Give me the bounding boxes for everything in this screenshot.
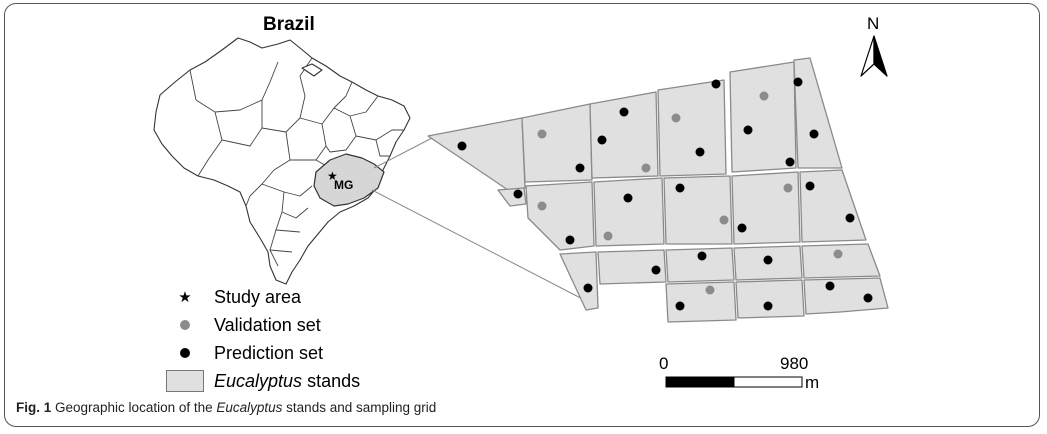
stand <box>803 277 889 315</box>
legend-label: Study area <box>214 286 302 307</box>
validation-point <box>719 215 729 225</box>
prediction-point <box>805 181 815 191</box>
scale-bar <box>665 376 803 388</box>
brazil-map <box>153 37 411 285</box>
stand <box>729 61 797 173</box>
prediction-point <box>583 283 593 293</box>
prediction-point <box>457 141 467 151</box>
figure-frame <box>4 3 1040 427</box>
legend-label: Validation set <box>214 314 321 335</box>
stand <box>497 187 527 207</box>
stand <box>597 249 667 285</box>
prediction-point <box>809 129 819 139</box>
prediction-point <box>575 163 585 173</box>
gray-dot-icon <box>180 320 190 330</box>
scale-end-label: 980 <box>780 354 809 373</box>
prediction-point <box>863 293 873 303</box>
caption-label: Fig. 1 <box>16 400 52 415</box>
brazil-outline <box>153 37 411 285</box>
prediction-point <box>743 125 753 135</box>
validation-point <box>603 231 613 241</box>
prediction-point <box>565 235 575 245</box>
prediction-point <box>711 79 721 89</box>
validation-point <box>671 113 681 123</box>
prediction-point <box>793 77 803 87</box>
stand <box>801 243 881 279</box>
map-legend: ★ Study area Validation set Prediction s… <box>160 283 360 395</box>
stand <box>665 247 735 283</box>
zoom-connector-lines <box>371 137 597 307</box>
scale-unit-label: m <box>805 373 820 392</box>
validation-point <box>759 91 769 101</box>
prediction-point <box>675 301 685 311</box>
north-arrow-icon <box>860 35 888 77</box>
study-area-star-icon: ★ <box>327 169 338 183</box>
validation-point <box>783 183 793 193</box>
stand <box>799 169 867 243</box>
star-icon: ★ <box>178 288 192 306</box>
validation-point <box>705 285 715 295</box>
stand <box>731 171 801 245</box>
legend-row-validation: Validation set <box>160 311 360 339</box>
prediction-point <box>825 281 835 291</box>
island <box>301 63 323 77</box>
prediction-point <box>619 107 629 117</box>
eucalyptus-stands <box>427 57 889 323</box>
stand <box>427 117 526 191</box>
prediction-point <box>623 193 633 203</box>
stand <box>593 177 665 247</box>
stand <box>525 181 595 251</box>
validation-point <box>833 249 843 259</box>
figure-caption: Fig. 1 Geographic location of the Eucaly… <box>16 400 437 415</box>
validation-points <box>537 91 843 295</box>
stand <box>657 79 727 177</box>
stand <box>735 279 805 319</box>
prediction-point <box>597 135 607 145</box>
prediction-point <box>763 301 773 311</box>
legend-row-study-area: ★ Study area <box>160 283 360 311</box>
state-label: MG <box>334 178 354 192</box>
prediction-point <box>845 213 855 223</box>
prediction-point <box>651 265 661 275</box>
state-borders <box>189 57 404 267</box>
prediction-point <box>785 157 795 167</box>
stand <box>521 103 593 183</box>
stand <box>793 57 843 169</box>
stand-swatch-icon <box>166 370 204 392</box>
stand <box>589 91 659 179</box>
prediction-point <box>513 189 523 199</box>
legend-row-prediction: Prediction set <box>160 339 360 367</box>
black-dot-icon <box>180 348 190 358</box>
prediction-point <box>697 251 707 261</box>
legend-label: Eucalyptus stands <box>214 370 361 391</box>
prediction-points <box>457 77 873 311</box>
validation-point <box>537 129 547 139</box>
validation-point <box>641 163 651 173</box>
prediction-point <box>737 223 747 233</box>
stand <box>663 175 733 245</box>
legend-label: Prediction set <box>214 342 324 363</box>
map-title: Brazil <box>263 14 315 35</box>
north-label: N <box>867 14 880 33</box>
scale-start-label: 0 <box>659 354 669 373</box>
prediction-point <box>675 183 685 193</box>
stand <box>665 281 737 323</box>
legend-row-stands: Eucalyptus stands <box>160 367 360 395</box>
mg-state <box>313 153 385 207</box>
prediction-point <box>763 255 773 265</box>
stand <box>559 251 599 311</box>
validation-point <box>537 201 547 211</box>
prediction-point <box>695 147 705 157</box>
